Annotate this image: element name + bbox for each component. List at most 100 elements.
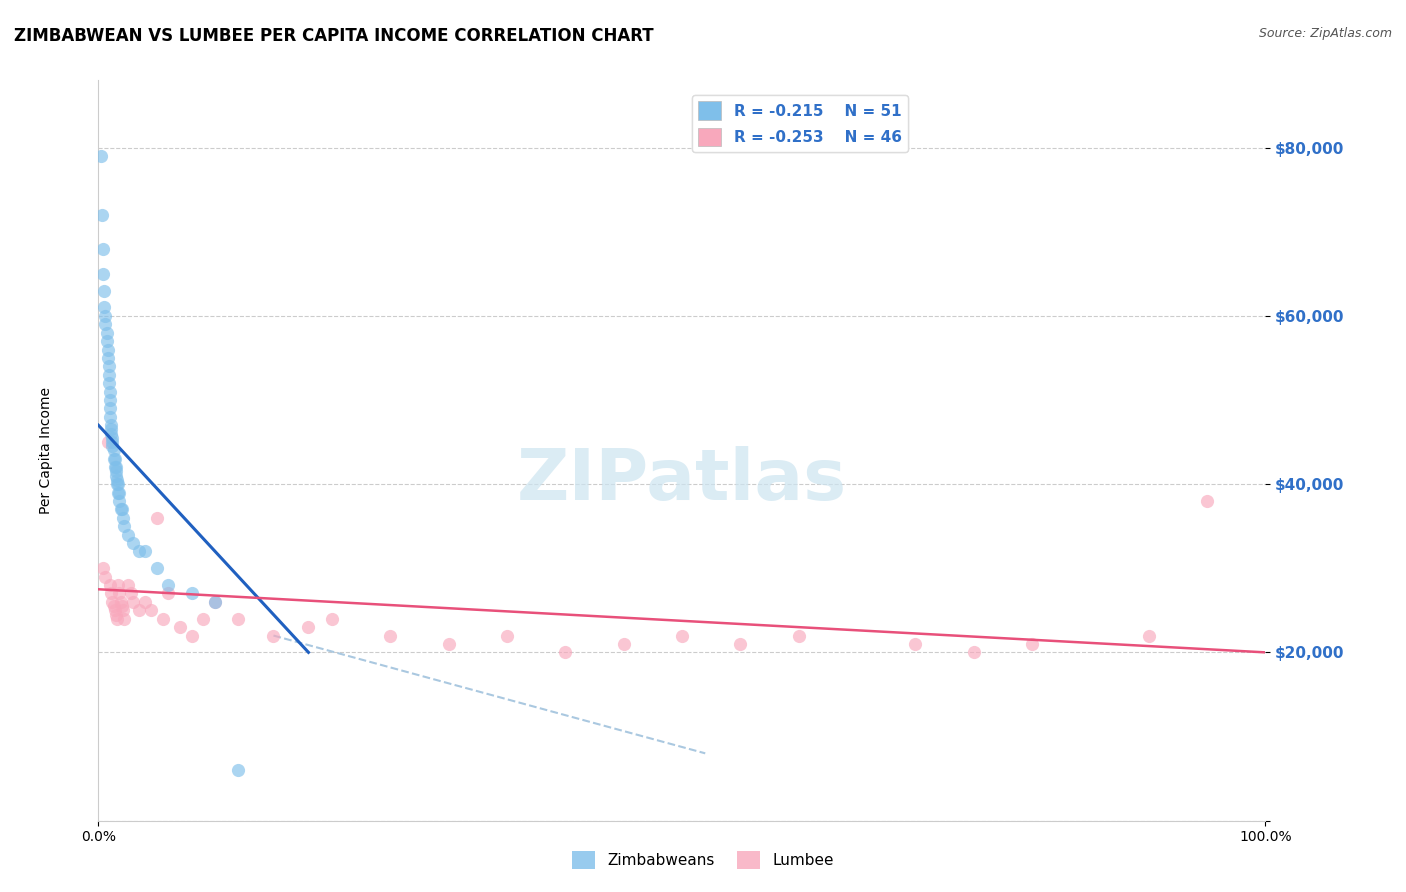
Point bbox=[117, 578, 139, 592]
Point bbox=[112, 519, 135, 533]
Point bbox=[105, 477, 128, 491]
Point bbox=[90, 208, 112, 222]
Point bbox=[96, 326, 118, 340]
Point bbox=[297, 620, 319, 634]
Point bbox=[554, 645, 576, 659]
Point bbox=[962, 645, 984, 659]
Point bbox=[1137, 628, 1160, 642]
Point bbox=[108, 494, 131, 508]
Point bbox=[180, 586, 202, 600]
Point bbox=[91, 242, 114, 256]
Point bbox=[139, 603, 162, 617]
Point bbox=[97, 351, 120, 365]
Point bbox=[157, 578, 180, 592]
Point bbox=[105, 473, 128, 487]
Point bbox=[321, 612, 343, 626]
Point bbox=[157, 586, 180, 600]
Point bbox=[111, 599, 134, 613]
Point bbox=[1195, 494, 1218, 508]
Point bbox=[97, 343, 120, 357]
Point bbox=[122, 595, 145, 609]
Point bbox=[98, 392, 121, 407]
Point bbox=[108, 586, 131, 600]
Point bbox=[112, 612, 135, 626]
Point bbox=[228, 612, 250, 626]
Point bbox=[120, 586, 142, 600]
Point bbox=[204, 595, 226, 609]
Point bbox=[103, 443, 125, 458]
Point bbox=[97, 376, 120, 391]
Point bbox=[101, 435, 124, 450]
Text: ZIMBABWEAN VS LUMBEE PER CAPITA INCOME CORRELATION CHART: ZIMBABWEAN VS LUMBEE PER CAPITA INCOME C… bbox=[14, 27, 654, 45]
Point bbox=[134, 595, 156, 609]
Point bbox=[904, 637, 927, 651]
Point bbox=[107, 578, 129, 592]
Point bbox=[98, 401, 121, 416]
Point bbox=[104, 607, 127, 622]
Point bbox=[380, 628, 402, 642]
Point bbox=[100, 422, 122, 436]
Point bbox=[193, 612, 215, 626]
Point bbox=[613, 637, 636, 651]
Text: Source: ZipAtlas.com: Source: ZipAtlas.com bbox=[1258, 27, 1392, 40]
Point bbox=[104, 468, 127, 483]
Point bbox=[94, 318, 117, 332]
Point bbox=[94, 309, 117, 323]
Point bbox=[101, 439, 124, 453]
Point bbox=[100, 418, 122, 433]
Point bbox=[105, 612, 128, 626]
Point bbox=[437, 637, 460, 651]
Point bbox=[128, 544, 150, 558]
Point bbox=[146, 561, 169, 575]
Point bbox=[730, 637, 752, 651]
Point bbox=[152, 612, 174, 626]
Point bbox=[204, 595, 226, 609]
Point bbox=[103, 599, 125, 613]
Point bbox=[496, 628, 519, 642]
Point bbox=[98, 384, 121, 399]
Point bbox=[262, 628, 284, 642]
Point bbox=[90, 149, 112, 163]
Point bbox=[97, 435, 120, 450]
Point bbox=[100, 586, 122, 600]
Point bbox=[111, 502, 134, 516]
Point bbox=[104, 603, 127, 617]
Point bbox=[104, 460, 127, 475]
Point bbox=[111, 510, 134, 524]
Point bbox=[146, 510, 169, 524]
Point bbox=[128, 603, 150, 617]
Point bbox=[103, 451, 125, 466]
Text: Per Capita Income: Per Capita Income bbox=[39, 387, 53, 514]
Point bbox=[117, 527, 139, 541]
Point bbox=[671, 628, 693, 642]
Point bbox=[104, 451, 127, 466]
Point bbox=[98, 578, 121, 592]
Point bbox=[169, 620, 191, 634]
Point bbox=[91, 561, 114, 575]
Point bbox=[93, 284, 115, 298]
Point bbox=[228, 763, 250, 777]
Point bbox=[122, 536, 145, 550]
Point bbox=[97, 368, 120, 382]
Point bbox=[98, 409, 121, 424]
Point bbox=[180, 628, 202, 642]
Legend: Zimbabweans, Lumbee: Zimbabweans, Lumbee bbox=[565, 845, 841, 875]
Point bbox=[110, 502, 132, 516]
Point bbox=[101, 595, 124, 609]
Point bbox=[1021, 637, 1043, 651]
Point bbox=[787, 628, 810, 642]
Point bbox=[97, 359, 120, 374]
Point bbox=[107, 485, 129, 500]
Point bbox=[91, 267, 114, 281]
Point bbox=[104, 465, 127, 479]
Point bbox=[96, 334, 118, 348]
Point bbox=[111, 603, 134, 617]
Text: ZIPatlas: ZIPatlas bbox=[517, 446, 846, 515]
Point bbox=[101, 431, 124, 445]
Point bbox=[93, 301, 115, 315]
Point bbox=[110, 595, 132, 609]
Point bbox=[107, 477, 129, 491]
Legend: R = -0.215    N = 51, R = -0.253    N = 46: R = -0.215 N = 51, R = -0.253 N = 46 bbox=[692, 95, 908, 153]
Point bbox=[134, 544, 156, 558]
Point bbox=[94, 569, 117, 583]
